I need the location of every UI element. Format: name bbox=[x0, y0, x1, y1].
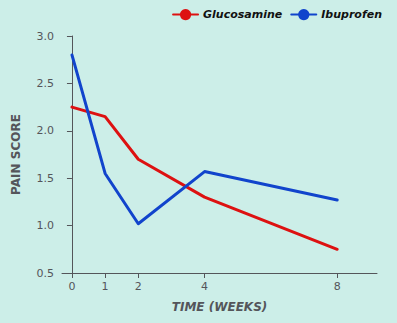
svg-text:Ibuprofen: Ibuprofen bbox=[321, 8, 382, 21]
svg-text:1: 1 bbox=[102, 280, 109, 293]
svg-text:1.0: 1.0 bbox=[37, 219, 55, 232]
svg-text:4: 4 bbox=[201, 280, 208, 293]
svg-text:0.5: 0.5 bbox=[37, 267, 55, 280]
svg-text:0: 0 bbox=[68, 280, 75, 293]
svg-text:2.5: 2.5 bbox=[37, 77, 55, 90]
svg-text:Glucosamine: Glucosamine bbox=[203, 8, 283, 21]
svg-text:1.5: 1.5 bbox=[37, 172, 55, 185]
svg-text:PAIN SCORE: PAIN SCORE bbox=[9, 114, 23, 195]
svg-text:2: 2 bbox=[135, 280, 142, 293]
svg-text:2.0: 2.0 bbox=[37, 124, 55, 137]
svg-text:3.0: 3.0 bbox=[37, 30, 55, 43]
svg-text:8: 8 bbox=[334, 280, 341, 293]
svg-text:TIME (WEEKS): TIME (WEEKS) bbox=[172, 300, 268, 314]
